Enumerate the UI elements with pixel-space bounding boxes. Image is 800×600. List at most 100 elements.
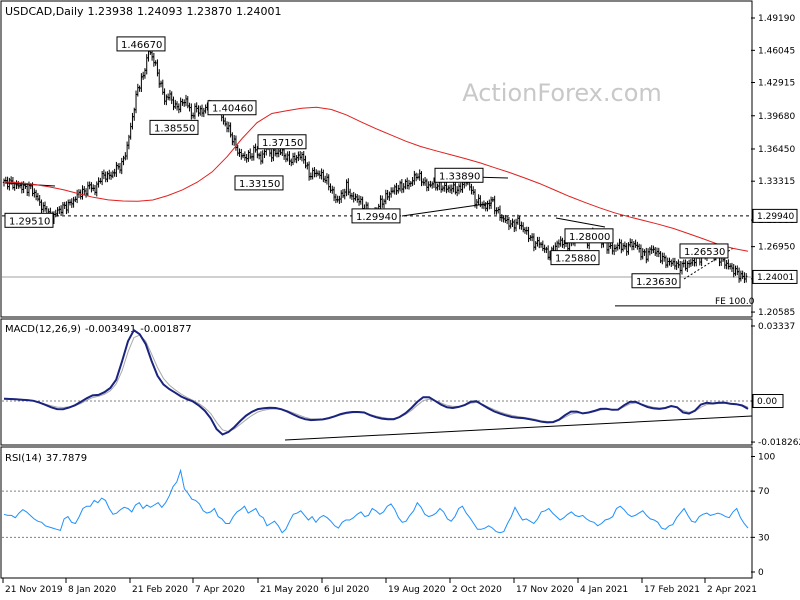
rsi-y-axis: 100 70 30 0 [751, 453, 775, 578]
price-annotation-text: 1.46670 [121, 40, 162, 51]
price-bar [745, 273, 748, 283]
price-annotation-text: 1.38550 [154, 123, 195, 134]
price-annotation: 1.33150 [234, 175, 284, 191]
x-tick-label: 17 Nov 2020 [516, 585, 574, 595]
last-price-badge-text: 1.24001 [757, 273, 794, 283]
macd-ytick-label: 0.03337 [758, 322, 795, 332]
price-annotation-box [4, 212, 54, 228]
x-tick-label: 2 Apr 2021 [707, 585, 757, 595]
main-panel [0, 0, 753, 318]
price-annotation-box [631, 273, 681, 289]
price-annotation: 1.29940 [351, 208, 401, 224]
price-annotation-box [351, 208, 401, 224]
rsi-ytick-label: 70 [758, 487, 770, 497]
x-tick-label: 21 Nov 2019 [5, 585, 63, 595]
macd-signal-value: -0.001877 [140, 324, 191, 335]
price-annotation-box [434, 167, 484, 183]
main-ytick-label: 1.33315 [758, 177, 795, 187]
main-ytick-label: 1.46045 [758, 46, 795, 56]
price-annotation-box [550, 250, 600, 266]
ohlc-high: 1.24093 [137, 5, 183, 18]
price-annotation: 1.28000 [564, 228, 614, 244]
price-annotation-text: 1.29940 [356, 212, 397, 223]
level-badge-text: 1.29940 [757, 212, 794, 222]
x-tick-label: 2 Oct 2020 [452, 585, 502, 595]
price-annotation-box [207, 100, 257, 116]
price-annotation-text: 1.25880 [555, 254, 596, 265]
macd-signal-line [3, 334, 749, 433]
price-annotation-text: 1.26530 [684, 247, 725, 258]
price-annotation-box [679, 243, 729, 259]
price-annotation: 1.25880 [550, 250, 600, 266]
x-tick-label: 21 Feb 2020 [132, 585, 188, 595]
price-annotation-box [149, 119, 199, 135]
main-ytick-label: 1.20585 [758, 308, 795, 318]
level-badge: 1.29940 [752, 208, 798, 223]
header-separator: , [52, 5, 56, 18]
price-annotation: 1.46670 [116, 36, 166, 52]
macd-zero-badge-box [752, 394, 784, 409]
x-tick-label: 8 Jan 2020 [68, 585, 116, 595]
rsi-ytick-label: 100 [758, 453, 775, 463]
x-tick-label: 21 May 2020 [260, 585, 319, 595]
x-tick-label: 4 Jan 2021 [580, 585, 628, 595]
rsi-line [3, 468, 749, 534]
watermark: ActionForex.com [462, 79, 662, 107]
price-annotation-box [116, 36, 166, 52]
moving-average-line [3, 106, 749, 252]
price-annotation-text: 1.33890 [439, 171, 480, 182]
price-annotation: 1.33890 [434, 167, 484, 183]
price-annotation-box [257, 134, 307, 150]
chart-header: USDCAD,Daily 1.23938 1.24093 1.23870 1.24001 [5, 5, 282, 18]
price-annotation-text: 1.37150 [262, 138, 303, 149]
price-annotation: 1.26530 [679, 243, 729, 259]
rsi-ytick-label: 0 [758, 568, 764, 578]
main-ytick-label: 1.42915 [758, 79, 795, 89]
price-annotation-text: 1.40460 [212, 104, 253, 115]
rsi-ytick-label: 30 [758, 533, 770, 543]
last-price-badge: 1.24001 [752, 269, 798, 284]
macd-header: MACD(12,26,9) -0.003491 -0.001877 [5, 324, 192, 335]
level-badge-box [752, 208, 798, 223]
ohlc-close: 1.24001 [236, 5, 282, 18]
main-ytick-label: 1.39680 [758, 112, 795, 122]
price-annotation-text: 1.23630 [636, 277, 677, 288]
price-annotation: 1.37150 [257, 134, 307, 150]
price-annotation-text: 1.29510 [9, 216, 50, 227]
x-axis: 21 Nov 2019 8 Jan 2020 21 Feb 2020 7 Apr 20… [2, 578, 757, 595]
macd-value: -0.003491 [85, 324, 136, 335]
price-annotation: 1.23630 [631, 273, 681, 289]
price-annotation: 1.38550 [149, 119, 199, 135]
price-annotation: 1.29510 [4, 212, 54, 228]
main-ytick-label: 1.36450 [758, 145, 795, 155]
price-annotation-box [564, 228, 614, 244]
ohlc-low: 1.23870 [187, 5, 233, 18]
macd-line [3, 328, 749, 436]
rsi-value: 37.7879 [46, 453, 87, 464]
macd-zero-badge-text: 0.00 [757, 397, 777, 407]
main-ytick-label: 1.49190 [758, 14, 795, 24]
price-annotations: 1.46670 1.40460 1.38550 1.37150 1.33150 1.338… [4, 36, 729, 289]
rsi-header: RSI(14) 37.7879 [5, 453, 87, 464]
macd-label: MACD(12,26,9) [5, 324, 81, 335]
x-tick-label: 19 Aug 2020 [388, 585, 446, 595]
rsi-label: RSI(14) [5, 453, 42, 464]
last-price-badge-box [752, 269, 798, 284]
macd-trendline [284, 415, 753, 441]
price-annotation-text: 1.28000 [569, 232, 610, 243]
x-tick-label: 7 Apr 2020 [195, 585, 245, 595]
price-annotation-text: 1.33150 [239, 179, 280, 190]
macd-panel [0, 318, 753, 446]
main-ytick-label: 1.26950 [758, 243, 795, 253]
price-annotation-box [234, 175, 284, 191]
fe-label: FE 100.0 [715, 297, 755, 307]
x-tick-label: 17 Feb 2021 [644, 585, 700, 595]
trendline-nov-dec [555, 217, 606, 228]
ohlc-open: 1.23938 [88, 5, 134, 18]
x-tick-label: 6 Jul 2020 [324, 585, 369, 595]
macd-ytick-label: -0.018262 [758, 438, 800, 448]
symbol-label: USDCAD [5, 5, 52, 18]
price-annotation: 1.40460 [207, 100, 257, 116]
